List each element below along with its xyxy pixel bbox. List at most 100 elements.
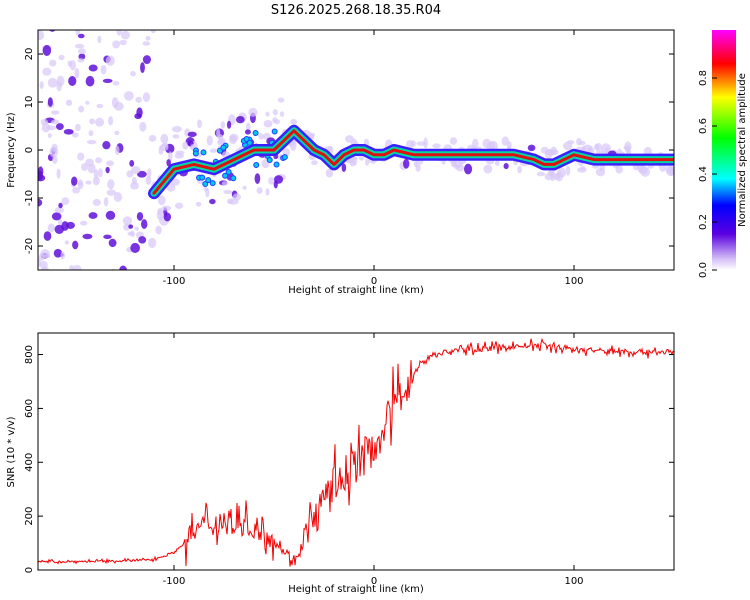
spectrogram-blob bbox=[273, 119, 281, 125]
spectrogram-blob bbox=[150, 30, 157, 34]
spectrogram-blob bbox=[359, 156, 365, 161]
spectrogram-blob bbox=[114, 130, 120, 135]
spectrogram-blob bbox=[77, 152, 85, 161]
spectrogram-blob bbox=[56, 123, 64, 131]
spectrogram-blob bbox=[85, 75, 95, 87]
chart-title: S126.2025.268.18.35.R04 bbox=[271, 3, 441, 18]
spectrogram-blob bbox=[274, 175, 284, 184]
spectrogram-blob bbox=[88, 64, 98, 72]
spectrogram-blob bbox=[51, 143, 58, 153]
spectrogram-blob bbox=[136, 107, 143, 118]
spectrogram-blob bbox=[56, 75, 65, 87]
spectrogram-blob bbox=[517, 165, 522, 174]
spectrogram-blob bbox=[290, 118, 298, 126]
spectrogram-blob bbox=[85, 180, 92, 185]
spectrogram-blob bbox=[82, 233, 93, 240]
colorbar-label: Normalized spectral amplitude bbox=[737, 73, 748, 227]
spectrogram-blob bbox=[68, 76, 77, 86]
spectrogram-blob bbox=[54, 224, 64, 235]
spectrogram-blob bbox=[413, 161, 418, 168]
spectrogram-blob bbox=[52, 155, 58, 165]
spectrogram-blob bbox=[102, 78, 113, 83]
spectrogram-blob bbox=[95, 117, 105, 127]
spectrogram-blob bbox=[226, 198, 234, 205]
spectrogram-blob bbox=[158, 145, 164, 156]
spectrogram-blob bbox=[256, 187, 263, 194]
colorbar-ticks: 0.0 0.2 0.4 0.6 0.8 bbox=[698, 70, 717, 278]
spectrogram-blob bbox=[96, 103, 104, 109]
spectrogram-blob bbox=[71, 176, 78, 186]
spectrogram-blob bbox=[47, 77, 58, 88]
spectrogram-blob bbox=[103, 234, 112, 240]
spectrogram-hotspot bbox=[230, 175, 237, 182]
snr-ytick-label: 0 bbox=[24, 567, 35, 573]
spectrogram-blob bbox=[138, 236, 147, 244]
spectrogram-blob bbox=[277, 97, 285, 103]
spectrogram-blob bbox=[92, 176, 100, 186]
spectrogram-blob bbox=[40, 249, 50, 258]
spectrogram-blob bbox=[175, 150, 185, 155]
spectrogram-blob bbox=[38, 174, 46, 182]
spectrogram-blob bbox=[65, 99, 73, 106]
spectrogram-blob bbox=[93, 169, 99, 180]
spectrogram-blob bbox=[464, 163, 473, 175]
spectrogram-blob bbox=[77, 58, 85, 63]
spectrogram-blob bbox=[77, 48, 86, 55]
spectrogram-blob bbox=[567, 140, 575, 145]
snr-series-line bbox=[38, 337, 674, 567]
snr-ticks: -100 0 100 0 200 400 600 800 bbox=[24, 333, 674, 587]
spectrogram-blob bbox=[617, 148, 622, 155]
spectrogram-hotspot bbox=[202, 181, 209, 188]
spectrogram-hotspot bbox=[243, 136, 250, 143]
spectrogram-blob bbox=[97, 35, 102, 44]
spectrogram-hotspot bbox=[273, 161, 280, 168]
snr-xtick-label: 100 bbox=[564, 576, 583, 587]
spectrogram-blob bbox=[69, 60, 77, 71]
spectrogram-blob bbox=[74, 67, 80, 79]
spectrogram-blob bbox=[134, 226, 139, 231]
spectrogram-blob bbox=[113, 191, 123, 203]
spectrogram-blob bbox=[38, 258, 42, 268]
spectrogram-blob bbox=[171, 125, 182, 133]
spectrogram-blob bbox=[595, 167, 606, 177]
spectrogram-blob bbox=[148, 134, 157, 142]
spectrogram-blob bbox=[103, 197, 109, 207]
spectrogram-blob bbox=[79, 220, 88, 226]
spectrogram-blob bbox=[536, 171, 546, 177]
spectrogram-blob bbox=[272, 109, 278, 116]
spectrogram-blob bbox=[203, 186, 209, 192]
spectrogram-blob bbox=[665, 165, 674, 174]
colorbar-gradient bbox=[712, 30, 736, 270]
spectrogram-blob bbox=[325, 168, 334, 178]
spectrogram-blob bbox=[565, 165, 571, 176]
spectrogram-hotspot bbox=[253, 161, 260, 168]
spectrogram-blob bbox=[145, 35, 151, 41]
spectrogram-blob bbox=[174, 202, 184, 209]
spectrogram-blob bbox=[43, 231, 52, 241]
spectrogram-blob bbox=[50, 119, 60, 125]
spectrogram-blob bbox=[129, 159, 135, 167]
spectrogram-blob bbox=[405, 139, 414, 149]
spectrogram-blob bbox=[72, 186, 80, 194]
spectrogram-blob bbox=[615, 165, 624, 174]
spectrogram-blob bbox=[120, 30, 130, 40]
spectrogram-blob bbox=[595, 150, 605, 155]
spectrogram-blob bbox=[453, 164, 460, 170]
snr-xtick-label: -100 bbox=[163, 576, 186, 587]
spectrogram-blob bbox=[311, 160, 318, 166]
spectrogram-blob bbox=[78, 105, 85, 113]
spectrogram-blob bbox=[263, 119, 273, 128]
colorbar-tick-label: 0.4 bbox=[698, 166, 709, 182]
spectrogram-blob bbox=[114, 145, 120, 156]
spectrogram-blob bbox=[131, 166, 141, 175]
snr-panel: -100 0 100 0 200 400 600 800 Height of straight… bbox=[6, 332, 675, 595]
spectrogram-hotspot bbox=[192, 150, 199, 157]
spectrogram-blob bbox=[136, 170, 147, 178]
spectrogram-blob bbox=[116, 30, 122, 36]
spectrogram-blob bbox=[100, 64, 107, 75]
spectrogram-blob bbox=[130, 70, 136, 77]
spectrogram-blob bbox=[66, 221, 75, 229]
spectrogram-blob bbox=[550, 171, 556, 182]
spectrogram-blob bbox=[209, 198, 216, 205]
